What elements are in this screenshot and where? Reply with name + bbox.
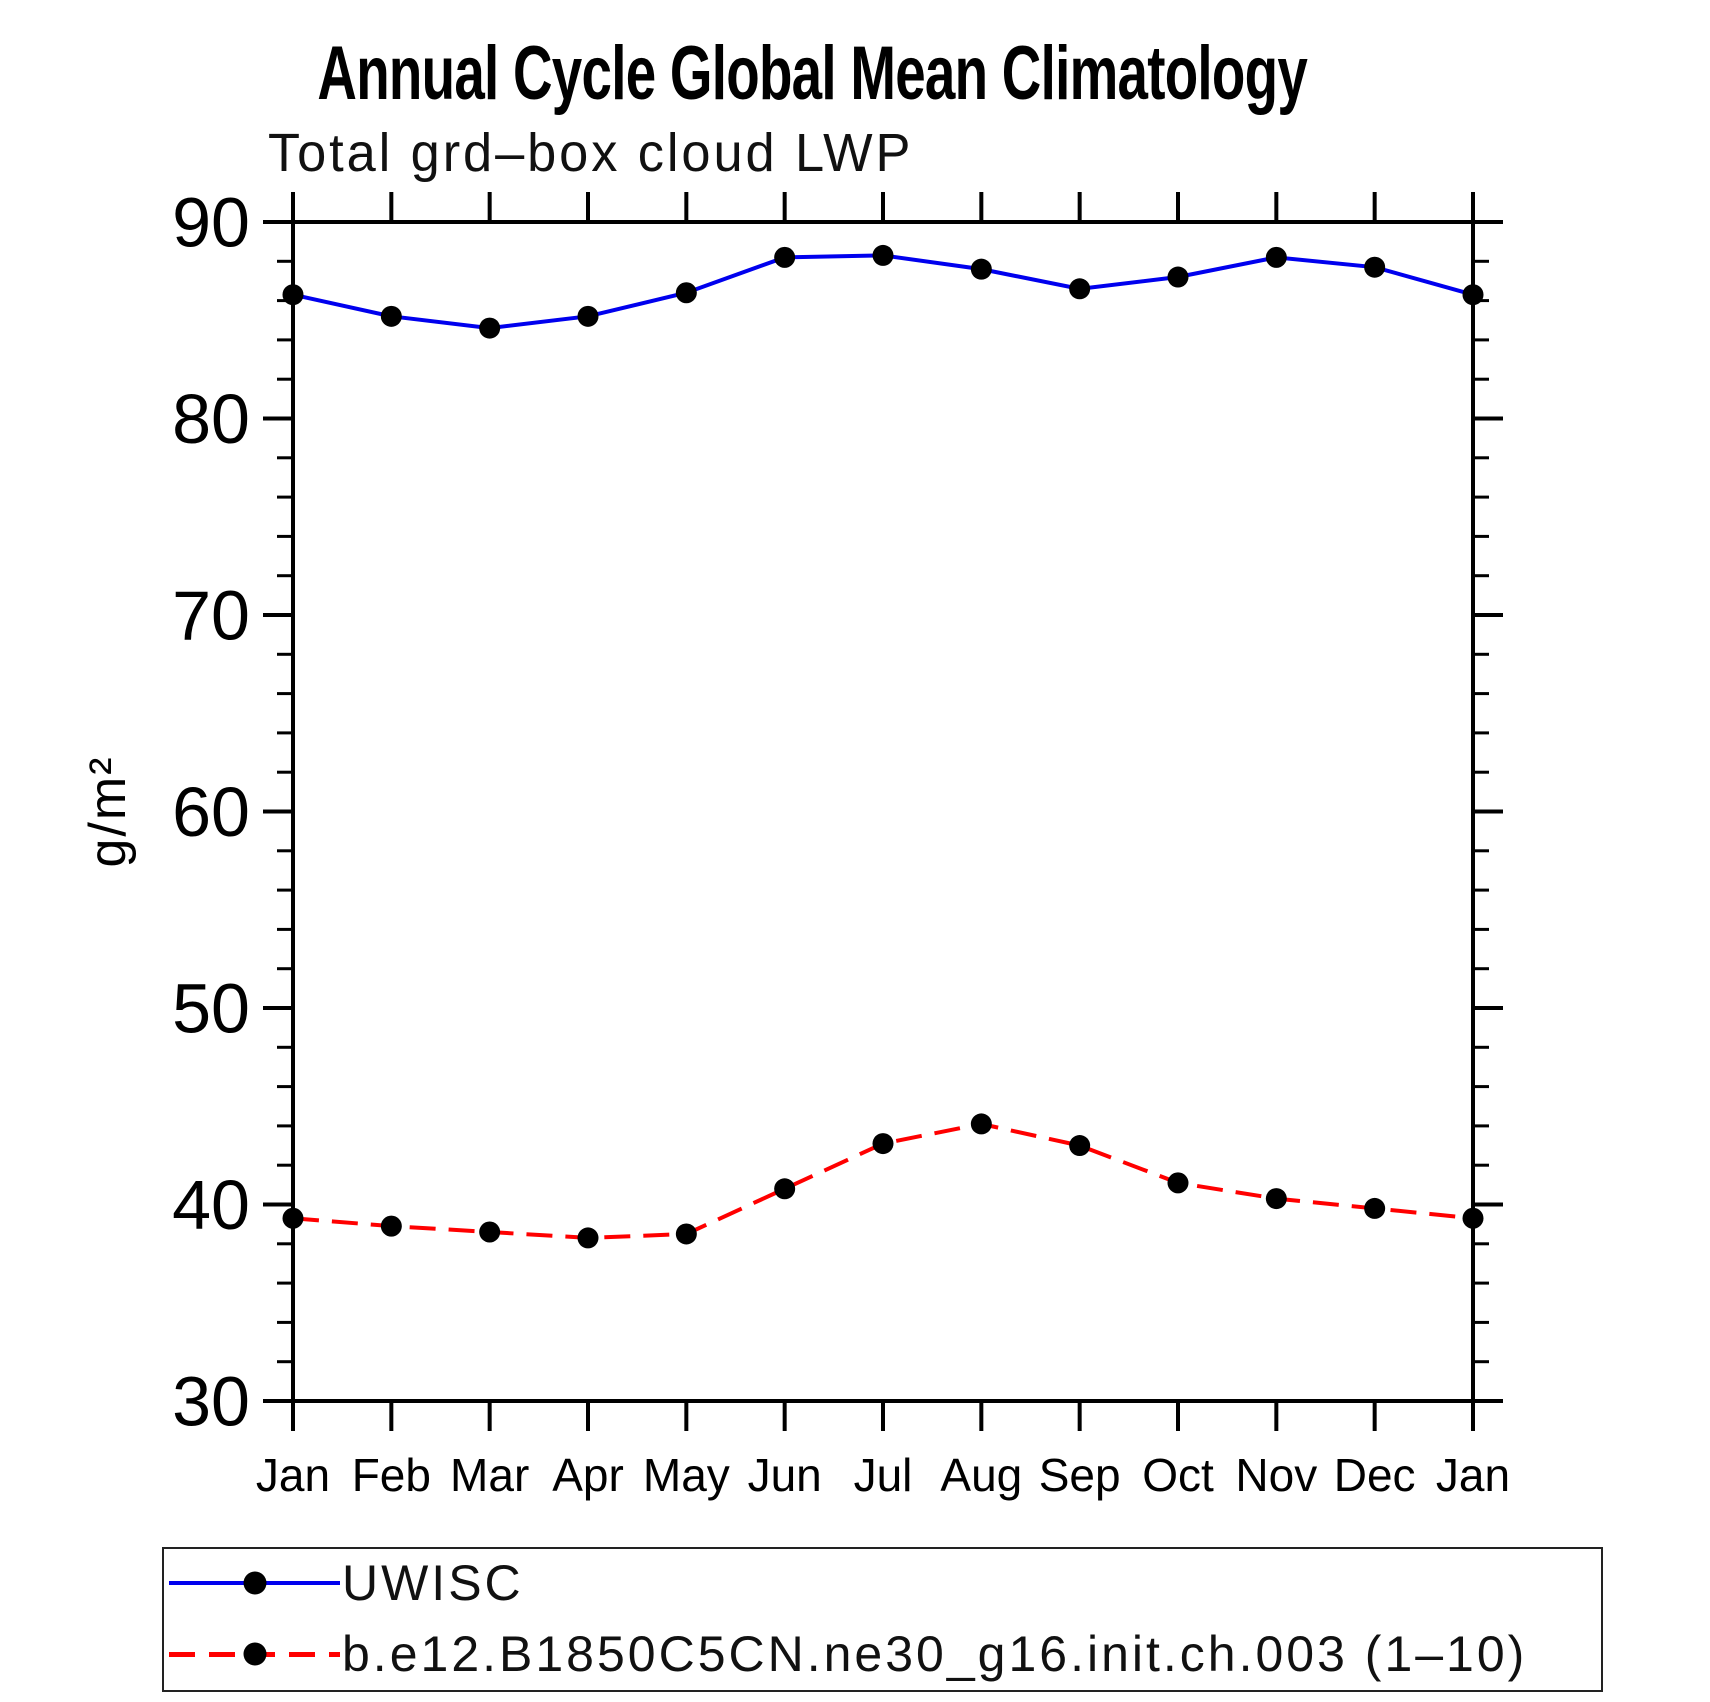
y-tick-label: 80 [172,380,250,458]
data-point [1364,256,1386,278]
legend-dashed-line-icon [169,1642,340,1666]
x-tick-label: Oct [1142,1449,1214,1501]
data-point [1364,1197,1386,1219]
chart-title: Annual Cycle Global Mean Climatology [0,30,1624,117]
legend-label-uwisc: UWISC [342,1555,524,1611]
y-tick-label: 30 [172,1363,250,1441]
x-tick-label: Nov [1235,1449,1317,1501]
chart-title-text: Annual Cycle Global Mean Climatology [317,31,1307,116]
x-tick-label: Dec [1334,1449,1416,1501]
y-tick-label: 50 [172,970,250,1048]
series-line-0 [292,253,1474,331]
chart-subtitle: Total grd–box cloud LWP [268,122,933,184]
x-tick-label: May [643,1449,730,1501]
legend-solid-line-icon [169,1571,340,1595]
data-point [1265,1188,1287,1210]
legend-item-model: b.e12.B1850C5CN.ne30_g16.init.ch.003 (1–… [169,1626,1527,1682]
x-tick-label: Apr [552,1449,624,1501]
legend-label-model: b.e12.B1850C5CN.ne30_g16.init.ch.003 (1–… [342,1626,1528,1682]
data-point [675,1223,697,1245]
data-point [380,305,402,327]
data-point [380,1215,402,1237]
x-tick-label: Sep [1039,1449,1121,1501]
x-tick-label: Jun [748,1449,822,1501]
data-point [1069,1135,1091,1157]
chart-subtitle-text: Total grd–box cloud LWP [268,123,914,183]
data-point [282,284,304,306]
data-point [1167,266,1189,288]
x-tick-label: Mar [450,1449,529,1501]
data-point [774,246,796,268]
data-point [282,1207,304,1229]
y-tick-label: 60 [172,773,250,851]
data-point [479,317,501,339]
x-tick-label: Jan [1436,1449,1510,1501]
data-point [970,258,992,280]
y-tick-label: 70 [172,577,250,655]
data-point [1462,1207,1484,1229]
data-point [872,244,894,266]
y-tick-label: 90 [172,184,250,262]
x-tick-label: Feb [352,1449,431,1501]
data-point [774,1178,796,1200]
legend: UWISC b.e12.B1850C5CN.ne30_g16.init.ch.0… [162,1547,1603,1692]
x-tick-label: Jul [854,1449,913,1501]
plot-frame [291,220,1475,1403]
data-point [872,1133,894,1155]
data-point [675,282,697,304]
data-point [577,305,599,327]
data-point [1167,1172,1189,1194]
data-point [1462,284,1484,306]
legend-item-uwisc: UWISC [169,1555,524,1611]
x-tick-label: Aug [940,1449,1022,1501]
plot-area: 30 40 50 60 70 80 90 Jan Feb Mar Apr May Jun Jul Aug Se… [79,184,1510,1502]
data-point [1069,278,1091,300]
x-tick-label: Jan [256,1449,330,1501]
legend-marker-dot-icon [243,1642,266,1666]
data-point [479,1221,501,1243]
data-point [577,1227,599,1249]
legend-marker-dot-icon [243,1571,266,1595]
y-axis-label: g/m² [79,756,137,868]
y-tick-label: 40 [172,1166,250,1244]
data-point [1265,246,1287,268]
data-point [970,1113,992,1135]
